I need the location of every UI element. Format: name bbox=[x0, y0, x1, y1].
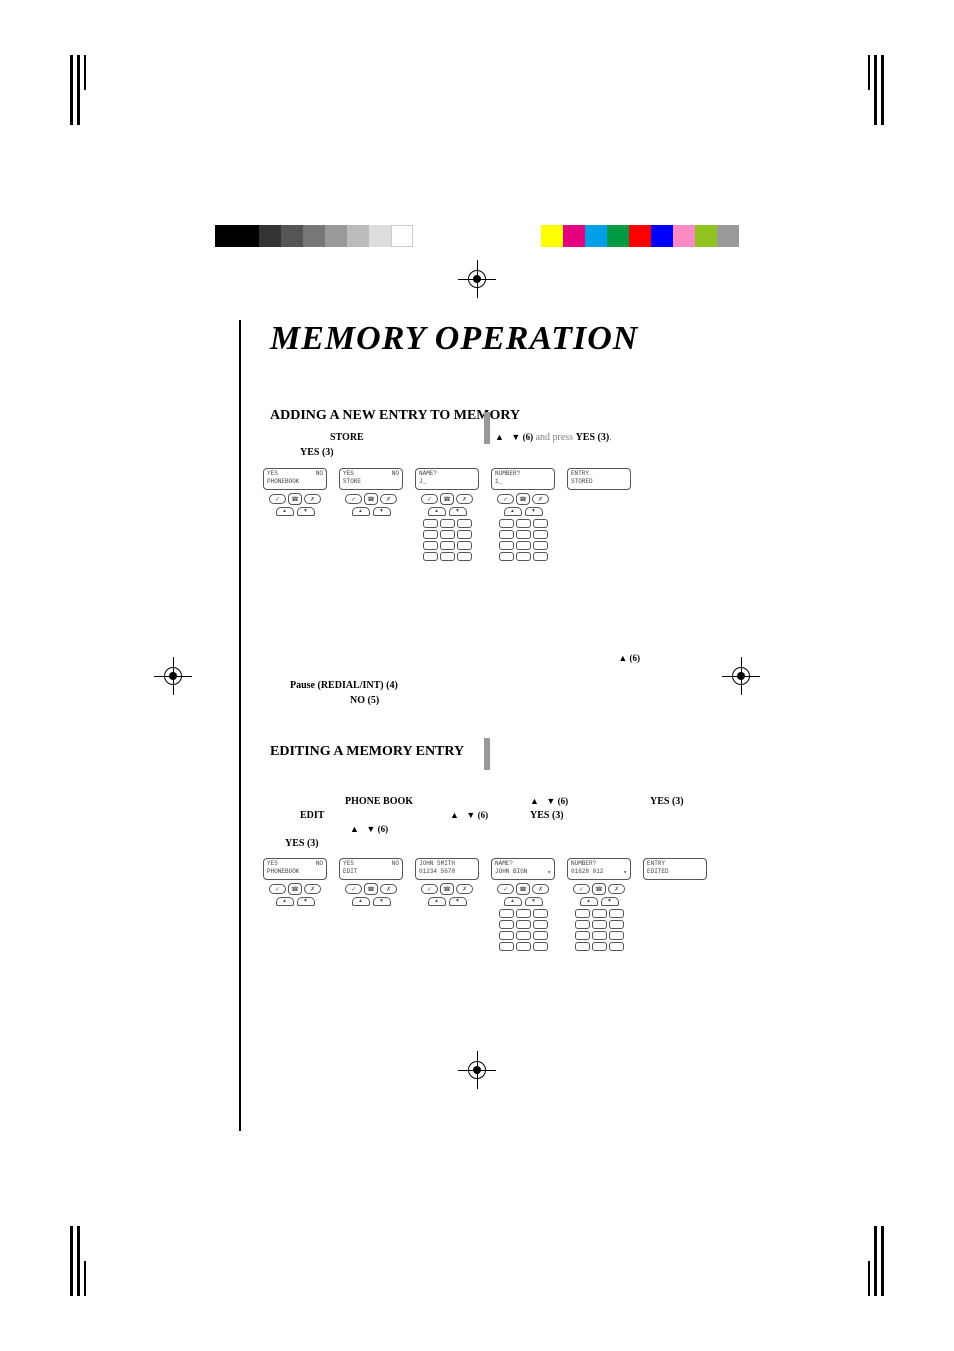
phone-diagram: YESNOEDIT ✓☎✗ ▲▼ bbox=[336, 858, 406, 951]
vertical-rule bbox=[239, 320, 241, 1131]
phone-diagram: ENTRYSTORED bbox=[564, 468, 634, 561]
phone-diagram: NAME?J_ ✓☎✗ ▲▼ bbox=[412, 468, 482, 561]
lcd-screen: ENTRYEDITED bbox=[643, 858, 707, 880]
color-swatch bbox=[629, 225, 651, 247]
color-swatch bbox=[281, 225, 303, 247]
nav-row: ▲▼ bbox=[428, 897, 467, 906]
crop-mark-br bbox=[844, 1226, 884, 1296]
nav-row: ▲▼ bbox=[276, 897, 315, 906]
color-swatch bbox=[695, 225, 717, 247]
keypad bbox=[423, 519, 472, 561]
nav-row: ▲▼ bbox=[352, 507, 391, 516]
lcd-screen: YESNOPHONEBOOK bbox=[263, 468, 327, 490]
crop-mark-tl bbox=[70, 55, 110, 125]
color-swatch bbox=[391, 225, 413, 247]
section1-diagrams: YESNOPHONEBOOK✓☎✗▲▼YESNOSTORE✓☎✗▲▼NAME?J… bbox=[260, 468, 739, 561]
lcd-screen: ENTRYSTORED bbox=[567, 468, 631, 490]
nav-row: ▲▼ bbox=[580, 897, 619, 906]
nav-row: ▲▼ bbox=[352, 897, 391, 906]
lcd-screen: JOHN SMITH01234 5678 bbox=[415, 858, 479, 880]
nav-row: ▲▼ bbox=[504, 507, 543, 516]
keypad bbox=[575, 909, 624, 951]
lcd-screen: NUMBER?1_ bbox=[491, 468, 555, 490]
color-swatch bbox=[563, 225, 585, 247]
page-content: MEMORY OPERATION ADDING A NEW ENTRY TO M… bbox=[240, 320, 739, 1101]
keypad bbox=[499, 519, 548, 561]
print-registration-top bbox=[0, 55, 954, 125]
section2-instructions: PHONE BOOK EDIT ▲ ▼ (6) ▲ ▼ (6) YES (3) … bbox=[270, 766, 739, 822]
lcd-screen: NUMBER?01628 012▾ bbox=[567, 858, 631, 880]
section1-para-precision: ▲ (6) bbox=[270, 651, 710, 666]
lcd-screen: YESNOSTORE bbox=[339, 468, 403, 490]
keypad bbox=[499, 909, 548, 951]
print-color-bars bbox=[215, 225, 739, 247]
nav-row: ▲▼ bbox=[428, 507, 467, 516]
color-swatch bbox=[325, 225, 347, 247]
color-swatch bbox=[541, 225, 563, 247]
color-swatch bbox=[673, 225, 695, 247]
softkey-row: ✓☎✗ bbox=[269, 883, 321, 895]
softkey-row: ✓☎✗ bbox=[573, 883, 625, 895]
lcd-screen: YESNOPHONEBOOK bbox=[263, 858, 327, 880]
nav-row: ▲▼ bbox=[276, 507, 315, 516]
color-swatch bbox=[347, 225, 369, 247]
softkey-row: ✓☎✗ bbox=[345, 493, 397, 505]
lcd-screen: NAME?J_ bbox=[415, 468, 479, 490]
section1-instructions: ▲ ▼ (6) and press YES (3). STORE YES (3) bbox=[270, 430, 739, 460]
phone-diagram: YESNOSTORE ✓☎✗ ▲▼ bbox=[336, 468, 406, 561]
registration-target-top bbox=[464, 266, 490, 292]
crop-mark-tr bbox=[844, 55, 884, 125]
section1-para-pause: Pause (REDIAL/INT) (4) NO (5) bbox=[270, 678, 710, 708]
crop-mark-bl bbox=[70, 1226, 110, 1296]
color-swatch bbox=[215, 225, 237, 247]
color-swatch bbox=[585, 225, 607, 247]
section2-diagrams: YESNOPHONEBOOK✓☎✗▲▼YESNOEDIT✓☎✗▲▼JOHN SM… bbox=[260, 858, 739, 951]
color-swatch bbox=[369, 225, 391, 247]
softkey-row: ✓☎✗ bbox=[345, 883, 397, 895]
color-swatch bbox=[607, 225, 629, 247]
color-swatch bbox=[651, 225, 673, 247]
lcd-screen: YESNOEDIT bbox=[339, 858, 403, 880]
softkey-row: ✓☎✗ bbox=[421, 493, 473, 505]
phone-diagram: JOHN SMITH01234 5678 ✓☎✗ ▲▼ bbox=[412, 858, 482, 951]
softkey-row: ✓☎✗ bbox=[269, 493, 321, 505]
print-registration-bottom bbox=[0, 1226, 954, 1296]
color-swatch bbox=[717, 225, 739, 247]
lcd-screen: NAME?JOHN BIGN▾ bbox=[491, 858, 555, 880]
color-swatch bbox=[237, 225, 259, 247]
nav-row: ▲▼ bbox=[504, 897, 543, 906]
page-title: MEMORY OPERATION bbox=[270, 320, 739, 358]
registration-target-left bbox=[160, 663, 186, 689]
phone-diagram: NUMBER?1_ ✓☎✗ ▲▼ bbox=[488, 468, 558, 561]
section1-heading: ADDING A NEW ENTRY TO MEMORY bbox=[270, 408, 739, 424]
softkey-row: ✓☎✗ bbox=[497, 883, 549, 895]
phone-diagram: NAME?JOHN BIGN▾ ✓☎✗ ▲▼ bbox=[488, 858, 558, 951]
color-swatch bbox=[259, 225, 281, 247]
phone-diagram: NUMBER?01628 012▾ ✓☎✗ ▲▼ bbox=[564, 858, 634, 951]
phone-diagram: ENTRYEDITED bbox=[640, 858, 710, 951]
phone-diagram: YESNOPHONEBOOK ✓☎✗ ▲▼ bbox=[260, 858, 330, 951]
phone-diagram: YESNOPHONEBOOK ✓☎✗ ▲▼ bbox=[260, 468, 330, 561]
color-swatch bbox=[303, 225, 325, 247]
softkey-row: ✓☎✗ bbox=[497, 493, 549, 505]
softkey-row: ✓☎✗ bbox=[421, 883, 473, 895]
section2-heading: EDITING A MEMORY ENTRY bbox=[270, 744, 739, 760]
